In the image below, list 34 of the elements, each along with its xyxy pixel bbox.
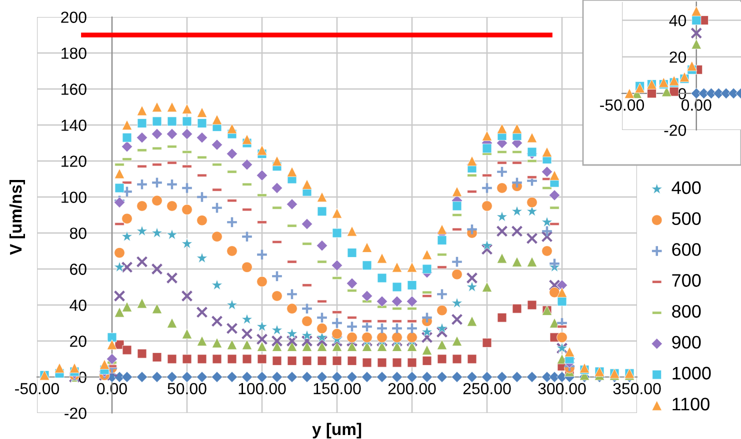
x-tick-label: 100.00 bbox=[238, 382, 286, 394]
y-tick-label: 120 bbox=[62, 156, 86, 167]
y-tick-label: 200 bbox=[61, 12, 86, 23]
y-axis-title: V [um/ns] bbox=[9, 180, 25, 255]
x-tick-label: 200.00 bbox=[388, 382, 436, 394]
x-tick-label: 50.00 bbox=[168, 382, 206, 394]
x-axis-title: y [um] bbox=[312, 422, 362, 438]
x-tick-label: -50.00 bbox=[15, 382, 60, 394]
x-tick-label: 250.00 bbox=[463, 382, 511, 394]
legend-label: 500 bbox=[672, 212, 701, 225]
legend-label: 700 bbox=[672, 274, 701, 287]
legend-label: 1100 bbox=[672, 398, 710, 410]
x-tick-label: 150.00 bbox=[314, 382, 361, 394]
y-tick-label: -20 bbox=[64, 408, 86, 419]
y-tick-label: 40 bbox=[70, 300, 86, 311]
legend-label: 900 bbox=[672, 336, 701, 349]
y-tick-label: 60 bbox=[70, 264, 86, 275]
x-tick-label: 350.00 bbox=[613, 382, 661, 394]
x-tick-label: -50.00 bbox=[600, 99, 644, 111]
legend-label: 400 bbox=[672, 181, 701, 194]
y-tick-label: 20 bbox=[70, 336, 86, 347]
y-tick-label: 20 bbox=[670, 51, 686, 63]
y-tick-label: 40 bbox=[669, 14, 686, 26]
legend-label: 800 bbox=[672, 304, 701, 318]
legend-label: 1000 bbox=[672, 366, 711, 380]
legend-label: 600 bbox=[672, 243, 701, 256]
x-tick-label: 0.00 bbox=[681, 99, 712, 111]
y-tick-label: 140 bbox=[62, 120, 86, 131]
y-tick-label: -20 bbox=[664, 124, 686, 136]
y-tick-label: 100 bbox=[62, 192, 86, 203]
x-tick-label: 300.00 bbox=[538, 382, 586, 394]
y-tick-label: 160 bbox=[62, 84, 86, 95]
y-tick-label: 180 bbox=[62, 48, 86, 59]
y-tick-label: 80 bbox=[70, 228, 86, 239]
